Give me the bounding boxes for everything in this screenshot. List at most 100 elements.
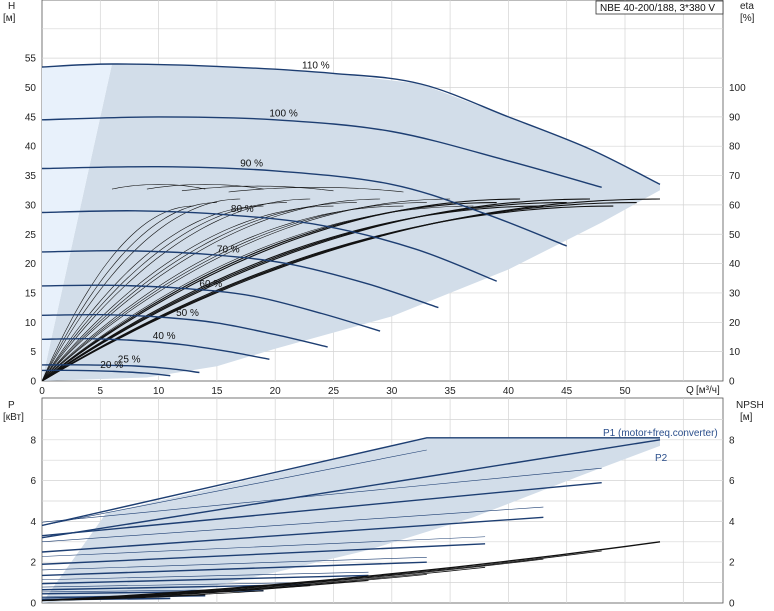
eff-curve [42,202,567,381]
power-tick: 0 [30,599,36,610]
eta-tick: 40 [729,259,741,270]
power-panel: 0 2 4 6 8 0 2 4 6 8 P [кВт] NPSH [м] P1 (motor+f… [3,397,764,610]
power-curve-p1 [42,467,602,523]
eta-tick: 70 [729,171,741,182]
y-tick: 10 [25,318,37,329]
head-curve [42,313,328,348]
x-tick: 50 [619,386,631,397]
npsh-axis-unit: [м] [740,412,753,423]
power-tick: 8 [30,435,36,446]
power-tick: 6 [30,476,36,487]
x-tick: 45 [561,386,573,397]
y-axis-label: H [8,1,15,12]
y-tick: 50 [25,83,37,94]
eff-curve [42,198,661,381]
head-curve [42,364,200,374]
eff-curve [42,198,381,381]
npsh-curves [42,541,661,602]
x-tick: 40 [503,386,515,397]
y-tick: 0 [30,377,36,388]
eff-curve [42,205,474,381]
power-tick-labels: 0 2 4 6 8 [30,435,36,609]
eff-curve [42,202,637,381]
curve-label: 20 % [100,360,123,371]
power-axis-label: P [8,400,15,411]
eta-axis-label: eta [740,1,754,12]
y-tick-labels: 0 5 10 15 20 25 30 35 40 45 50 55 [25,54,37,388]
power-curve-p1 [42,557,427,571]
eff-curve [42,205,404,381]
x-tick: 5 [98,386,104,397]
eff-curve [42,198,241,381]
y-tick: 30 [25,200,37,211]
x-tick: 35 [445,386,457,397]
eff-curve [42,205,614,381]
x-tick: 25 [328,386,340,397]
y-tick: 25 [25,230,37,241]
head-curve [42,284,381,332]
eta-tick: 0 [729,377,735,388]
curve-label: 25 % [118,355,141,366]
eff-curve [42,202,217,381]
power-curve-p1 [42,449,427,526]
curve-label: 40 % [153,331,176,342]
p1-curve [42,437,660,527]
p2-legend-label: P2 [655,453,668,464]
eta-axis-unit: [%] [740,13,755,24]
eff-curve [42,202,427,381]
chart-title: NBE 40-200/188, 3*380 V [600,3,715,14]
y-tick: 15 [25,288,37,299]
y-tick: 5 [30,347,36,358]
head-curve [42,249,439,309]
power-tick: 2 [30,558,36,569]
npsh-curve [42,594,206,601]
npsh-tick: 8 [729,435,735,446]
eff-curve [42,205,194,381]
head-curve [42,63,661,186]
x-tick: 15 [211,386,223,397]
curve-label: 100 % [269,109,297,120]
eta-tick: 30 [729,288,741,299]
x-tick-labels: 0 5 10 15 20 25 30 35 40 45 50 [39,386,631,397]
power-curve-p1 [42,571,369,581]
eff-curve [42,198,451,381]
curve-label: 90 % [240,159,263,170]
eff-curve [42,205,264,381]
npsh-axis-label: NPSH [736,400,764,411]
eff-arc [228,187,404,193]
y-axis-unit: [м] [3,13,16,24]
eta-tick: 10 [729,347,741,358]
power-curve [42,481,602,537]
power-curve [42,516,544,553]
head-curve [42,210,497,282]
power-axis-unit: [кВт] [3,412,24,423]
eta-tick: 20 [729,318,741,329]
curve-label: 50 % [176,308,199,319]
curve-label: 80 % [231,204,254,215]
eff-curve [42,202,497,381]
efficiency-curves [42,184,661,381]
y-tick: 40 [25,142,37,153]
p1-legend-label: P1 (motor+freq.converter) [603,428,718,439]
x-tick: 0 [39,386,45,397]
head-curve [42,165,567,247]
power-curve-p1 [42,506,544,543]
x-tick: 10 [153,386,165,397]
x-axis-unit: [м³/ч] [696,385,720,396]
eff-curve [42,205,544,381]
eff-curve [42,198,591,381]
power-curve [42,543,486,565]
eff-curve [42,202,287,381]
y-tick: 45 [25,112,37,123]
eta-tick: 80 [729,142,741,153]
npsh-tick: 4 [729,517,735,528]
x-tick: 20 [270,386,282,397]
eta-tick: 50 [729,230,741,241]
power-curve [42,574,369,585]
model-box [595,0,724,15]
curve-labels: 110 % 100 % 90 % 80 % 70 % 60 % 50 % 40 % 25 %20… [100,61,329,372]
p2-curve [42,439,661,539]
eff-arc [111,184,206,190]
npsh-tick-labels: 0 2 4 6 8 [729,435,735,609]
y-tick: 20 [25,259,37,270]
